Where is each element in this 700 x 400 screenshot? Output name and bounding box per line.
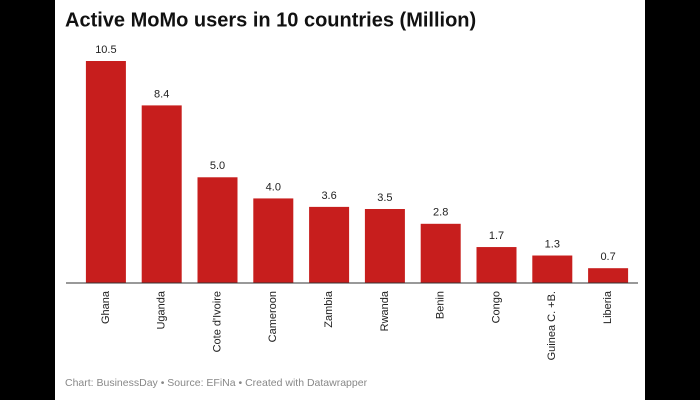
value-label: 1.3 [545, 238, 560, 250]
value-label: 3.6 [321, 190, 336, 202]
value-label: 0.7 [600, 251, 615, 263]
value-label: 4.0 [266, 181, 281, 193]
value-label: 1.7 [489, 230, 504, 242]
value-label: 2.8 [433, 207, 448, 219]
bar [476, 247, 517, 283]
value-label: 5.0 [210, 160, 225, 172]
bar [141, 105, 182, 284]
x-tick-label: Liberia [602, 290, 614, 324]
x-tick-label: Benin [435, 291, 447, 319]
bar [588, 268, 629, 283]
x-tick-label: Cameroon [267, 291, 279, 342]
value-label: 3.5 [377, 192, 392, 204]
bar [364, 209, 405, 283]
x-tick-label: Guinea C. +B. [546, 291, 558, 360]
bar [532, 255, 573, 283]
x-tick-label: Rwanda [379, 290, 391, 331]
chart-title: Active MoMo users in 10 countries (Milli… [65, 9, 476, 31]
chart-footer: Chart: BusinessDay • Source: EFiNa • Cre… [65, 377, 368, 389]
bar [420, 223, 461, 283]
value-label: 10.5 [95, 44, 116, 56]
x-tick-label: Congo [490, 291, 502, 323]
bar [85, 61, 126, 283]
value-label: 8.4 [154, 88, 169, 100]
x-tick-label: Zambia [323, 290, 335, 328]
bar [253, 198, 294, 283]
x-tick-label: Ghana [100, 290, 112, 324]
x-tick-label: Cote d'Ivoire [211, 291, 223, 352]
bar [309, 206, 350, 283]
bar [197, 177, 238, 283]
x-tick-label: Uganda [156, 290, 168, 329]
